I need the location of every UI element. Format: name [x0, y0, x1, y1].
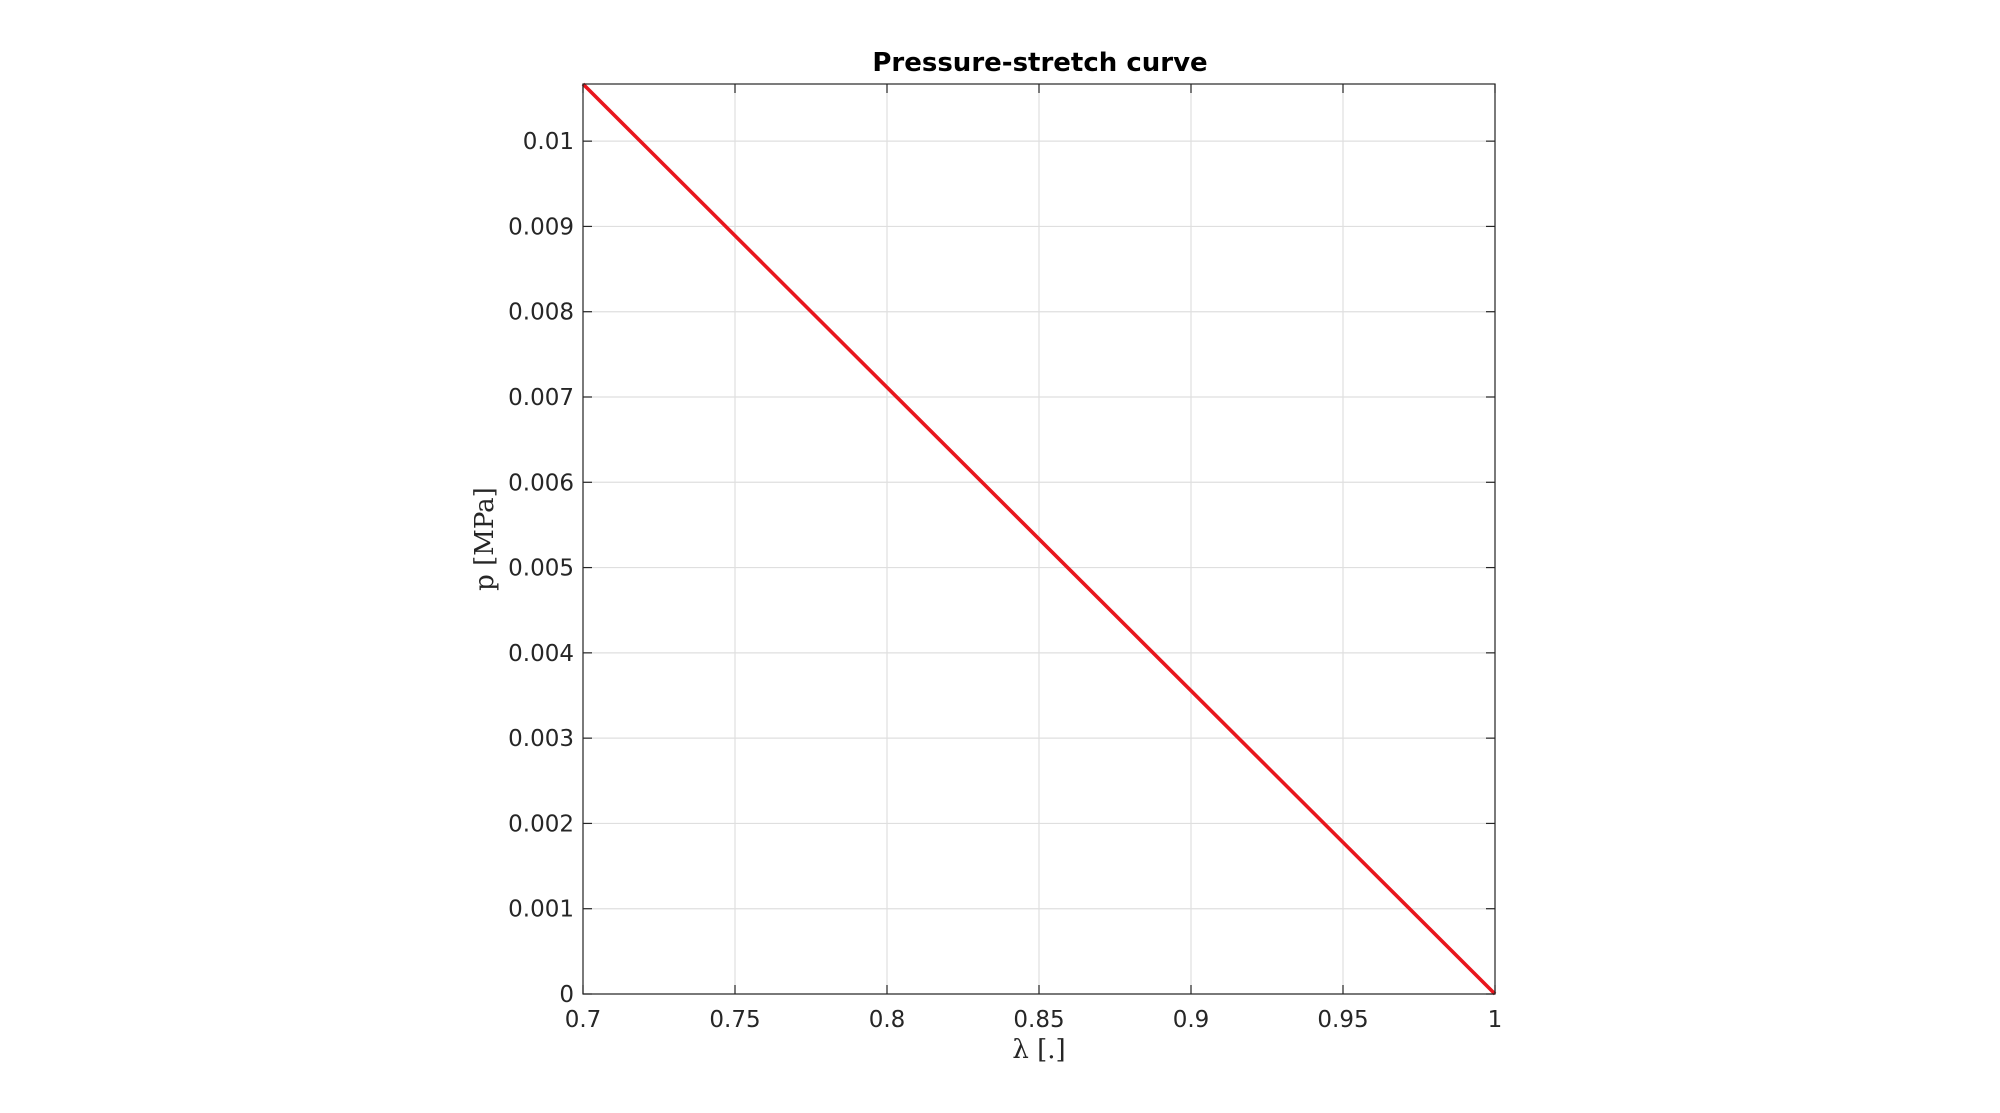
x-tick-label: 0.95: [1317, 1007, 1368, 1033]
series-layer: [581, 82, 1497, 996]
y-tick-label: 0.007: [508, 385, 574, 411]
x-tick-label: 0.75: [709, 1007, 760, 1033]
x-tick-label: 0.8: [869, 1007, 906, 1033]
y-tick-label: 0.008: [508, 300, 574, 326]
axis-ticks: 0.7 0.75 0.8 0.85 0.9 0.95 1 0 0.001 0.002 0.003 0.…: [508, 84, 1502, 1033]
y-tick-label: 0.01: [523, 129, 574, 155]
chart-title: Pressure-stretch curve: [872, 48, 1207, 78]
y-tick-label: 0.006: [508, 470, 574, 496]
series-line: [581, 82, 1497, 996]
x-tick-label: 0.85: [1013, 1007, 1064, 1033]
y-tick-label: 0: [559, 982, 574, 1008]
x-tick-label: 1: [1488, 1007, 1503, 1033]
y-tick-label: 0.009: [508, 214, 574, 240]
y-tick-label: 0.001: [508, 897, 574, 923]
grid-lines: [582, 84, 1496, 995]
y-tick-label: 0.003: [508, 726, 574, 752]
x-tick-label: 0.7: [565, 1007, 602, 1033]
x-tick-label: 0.9: [1173, 1007, 1210, 1033]
x-axis-label: λ [.]: [1012, 1035, 1065, 1065]
y-tick-label: 0.004: [508, 641, 574, 667]
y-tick-label: 0.005: [508, 556, 574, 582]
y-tick-label: 0.002: [508, 811, 574, 837]
y-axis-label: p [MPa]: [470, 487, 500, 591]
